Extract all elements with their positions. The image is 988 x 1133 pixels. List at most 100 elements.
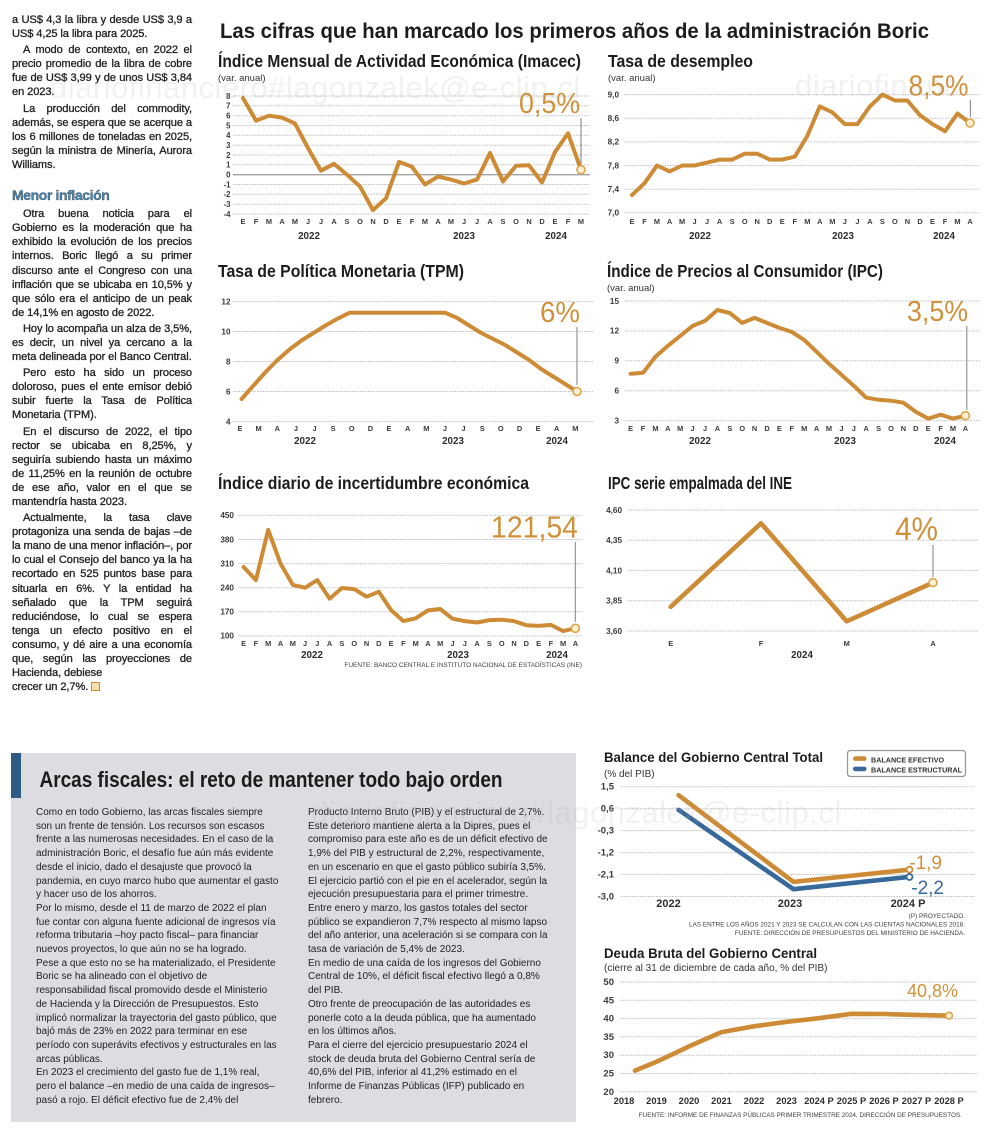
svg-text:Índice diario de incertidumbre: Índice diario de incertidumbre económica [218, 472, 529, 493]
svg-text:E: E [241, 217, 246, 226]
svg-text:E: E [241, 639, 246, 648]
svg-text:-1,2: -1,2 [598, 848, 614, 859]
svg-text:LAS ENTRE LOS AÑOS 2021 Y 2023: LAS ENTRE LOS AÑOS 2021 Y 2023 SE CALCUL… [689, 920, 965, 929]
svg-text:8,2: 8,2 [608, 138, 620, 147]
svg-text:2023: 2023 [778, 898, 802, 910]
svg-text:A: A [435, 217, 441, 226]
svg-text:7,4: 7,4 [608, 185, 620, 194]
svg-text:J: J [315, 639, 319, 648]
svg-text:F: F [642, 217, 647, 226]
svg-text:A: A [425, 639, 431, 648]
svg-text:M: M [677, 424, 683, 433]
svg-text:D: D [917, 217, 923, 226]
svg-text:2024: 2024 [934, 436, 956, 447]
svg-text:N: N [905, 217, 910, 226]
svg-text:(var. anual): (var. anual) [607, 283, 655, 294]
svg-text:2023: 2023 [834, 436, 856, 447]
svg-text:4,10: 4,10 [606, 566, 622, 575]
svg-text:Arcas fiscales: el reto de man: Arcas fiscales: el reto de mantener todo… [40, 767, 503, 792]
svg-text:F: F [938, 424, 943, 433]
svg-text:J: J [303, 639, 307, 648]
svg-text:3,5%: 3,5% [907, 296, 968, 328]
svg-text:N: N [370, 217, 375, 226]
svg-text:A: A [278, 639, 284, 648]
svg-text:12: 12 [610, 327, 620, 336]
svg-text:-1,9: -1,9 [909, 853, 942, 874]
svg-text:FUENTE: BANCO CENTRAL E INSTIT: FUENTE: BANCO CENTRAL E INSTITUTO NACION… [344, 660, 582, 669]
svg-text:-2: -2 [224, 190, 232, 199]
svg-text:2024: 2024 [546, 436, 568, 447]
svg-text:4,60: 4,60 [606, 506, 622, 515]
svg-text:A: A [817, 217, 823, 226]
svg-text:M: M [256, 424, 262, 433]
svg-text:D: D [524, 639, 530, 648]
svg-text:2028 P: 2028 P [934, 1096, 963, 1106]
svg-text:A: A [474, 639, 480, 648]
svg-text:O: O [888, 424, 894, 433]
svg-text:O: O [742, 217, 748, 226]
svg-text:Índice de Precios al Consumido: Índice de Precios al Consumidor (IPC) [607, 260, 883, 281]
svg-text:J: J [462, 424, 466, 433]
svg-text:J: J [319, 217, 323, 226]
svg-text:M: M [560, 639, 566, 648]
svg-text:2024: 2024 [791, 650, 813, 661]
svg-text:O: O [349, 424, 355, 433]
svg-text:S: S [727, 424, 732, 433]
svg-text:Las cifras que han marcado los: Las cifras que han marcado los primeros … [220, 19, 929, 43]
svg-text:450: 450 [220, 511, 234, 520]
svg-text:(var. anual): (var. anual) [218, 73, 266, 84]
svg-text:35: 35 [603, 1032, 614, 1043]
svg-text:F: F [641, 424, 646, 433]
svg-text:F: F [254, 639, 259, 648]
svg-text:2022: 2022 [298, 231, 320, 242]
svg-text:4: 4 [226, 417, 231, 426]
svg-text:8,6: 8,6 [608, 114, 620, 123]
svg-text:M: M [801, 424, 807, 433]
svg-text:J: J [475, 217, 479, 226]
svg-text:2027 P: 2027 P [902, 1096, 931, 1106]
svg-text:A: A [279, 217, 285, 226]
svg-text:15: 15 [610, 297, 620, 306]
svg-text:3,85: 3,85 [606, 597, 622, 606]
svg-text:M: M [422, 217, 428, 226]
svg-text:9,0: 9,0 [608, 90, 620, 99]
svg-text:M: M [826, 424, 832, 433]
svg-text:2024: 2024 [546, 650, 568, 661]
svg-text:A: A [275, 424, 281, 433]
svg-text:M: M [423, 424, 429, 433]
svg-text:A: A [327, 639, 333, 648]
svg-text:N: N [752, 424, 757, 433]
svg-text:S: S [501, 217, 506, 226]
svg-text:4%: 4% [895, 511, 938, 547]
svg-text:E: E [668, 639, 673, 648]
svg-text:(var. anual): (var. anual) [608, 73, 656, 84]
svg-text:0,6: 0,6 [601, 804, 614, 815]
svg-text:A: A [667, 217, 673, 226]
svg-text:M: M [572, 424, 578, 433]
svg-text:1,5: 1,5 [601, 782, 615, 793]
svg-text:S: S [880, 217, 885, 226]
svg-text:45: 45 [603, 995, 614, 1006]
svg-text:E: E [780, 217, 785, 226]
svg-text:E: E [777, 424, 782, 433]
svg-text:O: O [357, 217, 363, 226]
svg-text:D: D [913, 424, 919, 433]
svg-text:Índice Mensual de Actividad Ec: Índice Mensual de Actividad Económica (I… [218, 50, 581, 71]
svg-text:310: 310 [220, 559, 234, 568]
svg-text:J: J [462, 217, 466, 226]
svg-text:A: A [717, 217, 723, 226]
svg-text:40: 40 [603, 1014, 614, 1025]
svg-text:-4: -4 [224, 210, 232, 219]
svg-text:M: M [437, 639, 443, 648]
svg-text:1: 1 [226, 161, 231, 170]
svg-text:F: F [410, 217, 415, 226]
svg-text:D: D [517, 424, 523, 433]
svg-text:2023: 2023 [447, 650, 469, 661]
svg-text:N: N [755, 217, 760, 226]
svg-text:E: E [630, 217, 635, 226]
svg-text:S: S [730, 217, 735, 226]
svg-text:N: N [526, 217, 531, 226]
svg-text:7: 7 [226, 102, 230, 111]
svg-text:M: M [652, 424, 658, 433]
svg-text:D: D [376, 639, 382, 648]
